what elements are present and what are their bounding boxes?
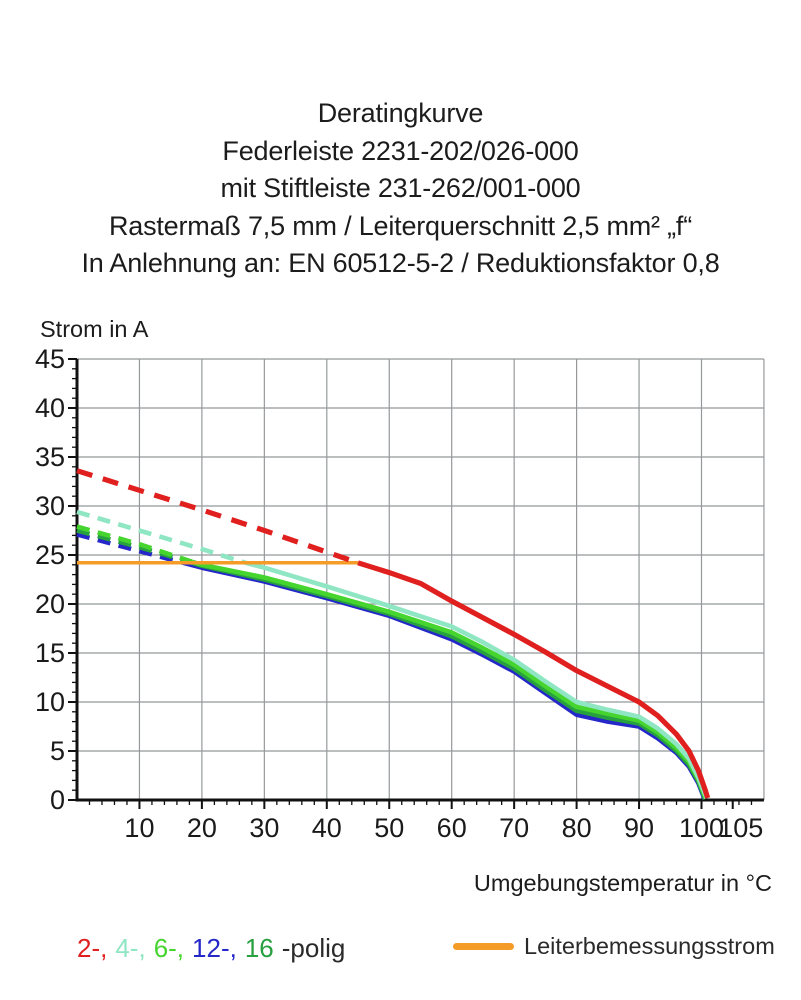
svg-text:30: 30: [249, 813, 279, 843]
legend-item-2-polig: 2-,: [77, 933, 108, 963]
title-line-2: Federleiste 2231-202/026-000: [222, 135, 579, 166]
svg-text:20: 20: [187, 813, 217, 843]
curve-4-polig-dashed: [76, 509, 247, 565]
curve-6-polig-solid: [191, 559, 709, 800]
legend-item-6-polig: 6-,: [153, 933, 185, 963]
title-line-4: Rastermaß 7,5 mm / Leiterquerschnitt 2,5…: [108, 210, 693, 241]
legend-item-16-polig: 16: [244, 933, 274, 963]
svg-text:45: 45: [35, 344, 65, 374]
svg-text:40: 40: [312, 813, 342, 843]
curve-2-polig-solid: [357, 560, 711, 799]
curve-12-polig-dashed: [76, 532, 184, 566]
svg-text:80: 80: [562, 813, 592, 843]
gridlines: [77, 358, 765, 800]
svg-text:90: 90: [624, 813, 654, 843]
svg-text:35: 35: [35, 442, 65, 472]
svg-text:5: 5: [50, 736, 65, 766]
axes: [75, 359, 764, 802]
svg-text:10: 10: [35, 687, 65, 717]
svg-text:40: 40: [35, 393, 65, 423]
svg-text:20: 20: [35, 589, 65, 619]
svg-text:100: 100: [679, 813, 724, 843]
legend-item-12-polig: 12-,: [192, 933, 237, 963]
legend-row: 2-, 4-, 6-, 12-, 16 -polig Leiterbemessungsst…: [0, 930, 801, 975]
svg-text:70: 70: [499, 813, 529, 843]
svg-text:0: 0: [50, 785, 65, 815]
legend-item-4-polig: 4-,: [115, 933, 146, 963]
y-axis-title: Strom in A: [40, 316, 149, 342]
legend-rated-current: Leiterbemessungsstrom: [453, 933, 775, 960]
svg-text:105: 105: [718, 813, 763, 843]
svg-text:30: 30: [35, 491, 65, 521]
tick-marks: [68, 358, 753, 809]
y-tick-labels: 0 5 10 15 20 25 30 35 40 45: [35, 344, 65, 815]
rated-current-swatch: [453, 943, 514, 950]
title-line-3: mit Stiftleiste 231-262/001-000: [220, 173, 581, 203]
title-line-1: Deratingkurve: [317, 98, 484, 128]
curves: [76, 468, 711, 800]
svg-text:60: 60: [437, 813, 467, 843]
svg-text:50: 50: [374, 813, 404, 843]
rated-current-label: Leiterbemessungsstrom: [524, 933, 775, 959]
curve-2-polig-dashed: [76, 468, 359, 566]
curve-6-polig-dashed: [76, 524, 194, 565]
curve-16-polig-dashed: [76, 528, 191, 565]
svg-text:15: 15: [35, 638, 65, 668]
x-axis-title: Umgebungstemperatur in °C: [474, 870, 772, 896]
title-line-5: In Anlehnung an: EN 60512-5-2 / Reduktio…: [81, 248, 720, 278]
chart-title-block: Deratingkurve Federleiste 2231-202/026-0…: [0, 95, 801, 283]
svg-text:25: 25: [35, 540, 65, 570]
svg-text:10: 10: [124, 813, 154, 843]
legend-poles: 2-, 4-, 6-, 12-, 16 -polig: [77, 933, 345, 964]
legend-poles-suffix: -polig: [281, 933, 346, 963]
curve-4-polig-solid: [245, 560, 709, 799]
